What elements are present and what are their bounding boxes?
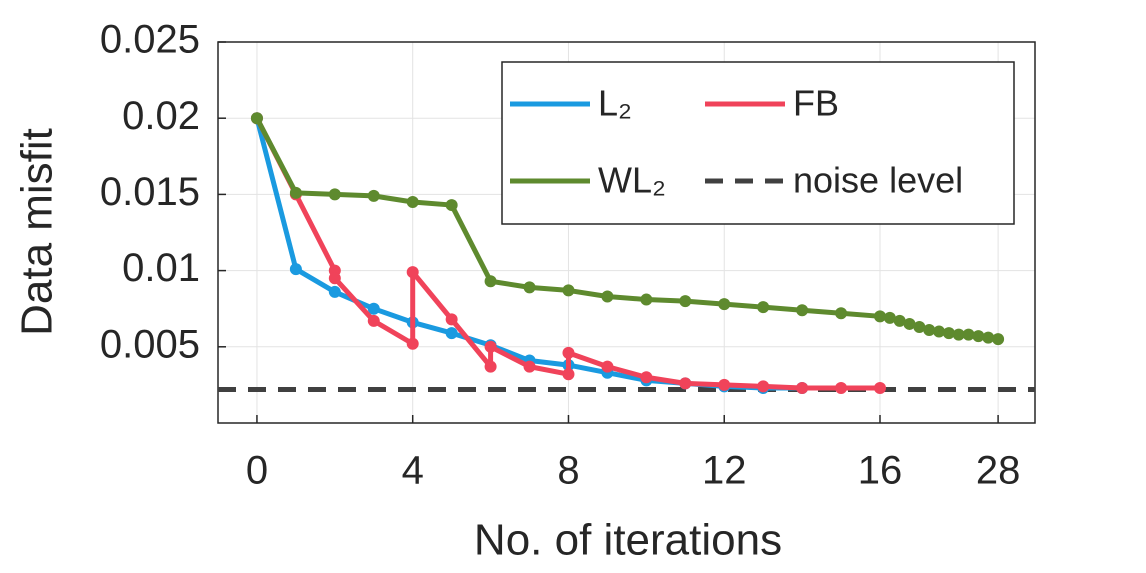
data-point (679, 295, 692, 308)
y-tick-label: 0.02 (122, 94, 200, 138)
data-point (874, 381, 886, 394)
data-point (874, 310, 886, 323)
data-point (562, 346, 575, 359)
data-point (367, 189, 380, 202)
data-point (523, 360, 536, 373)
data-point (562, 284, 575, 297)
data-point (640, 371, 653, 384)
x-tick-label: 16 (858, 449, 903, 493)
data-point (406, 337, 419, 350)
data-point (952, 328, 965, 341)
data-point (367, 314, 380, 327)
legend-label: FB (793, 83, 839, 124)
data-point (367, 302, 380, 315)
data-point (328, 285, 341, 298)
data-point (328, 272, 341, 285)
x-tick-label: 4 (402, 449, 424, 493)
x-tick-label: 8 (557, 449, 579, 493)
data-point (942, 327, 955, 340)
legend-label: noise level (793, 160, 963, 201)
data-point (328, 188, 341, 201)
data-point (903, 317, 916, 330)
data-point (601, 360, 614, 373)
data-point (982, 331, 995, 344)
x-tick-label: 28 (976, 449, 1021, 493)
data-point (523, 281, 536, 294)
data-point (250, 112, 263, 125)
legend: L₂ FB WL₂ noise level (501, 61, 1015, 225)
y-tick-label: 0.005 (100, 322, 200, 366)
data-point (923, 324, 936, 337)
data-point (484, 360, 497, 373)
data-point (289, 263, 302, 276)
plot-frame (217, 41, 1036, 424)
legend-box (501, 61, 1015, 225)
data-point (992, 333, 1005, 346)
data-point (962, 328, 975, 341)
y-tick-label: 0.01 (122, 246, 200, 290)
legend-label: L₂ (598, 83, 632, 124)
y-tick-label: 0.015 (100, 170, 200, 214)
data-point (445, 327, 458, 340)
data-point (679, 377, 692, 390)
legend-label: WL₂ (598, 160, 666, 201)
data-point (601, 290, 614, 303)
x-tick-label: 12 (702, 449, 747, 493)
data-point (562, 368, 575, 381)
data-point (796, 381, 809, 394)
data-point (445, 313, 458, 326)
data-point (835, 381, 848, 394)
data-point (484, 340, 497, 353)
data-point (883, 311, 896, 324)
x-tick-label: 0 (246, 449, 268, 493)
data-point (893, 314, 906, 327)
data-point (640, 293, 653, 306)
data-point (933, 325, 946, 338)
data-point (757, 301, 770, 314)
y-axis-label: Data misfit (13, 128, 62, 336)
data-point (484, 275, 497, 288)
data-point (406, 266, 419, 279)
data-point (406, 196, 419, 209)
x-axis-label: No. of iterations (474, 516, 782, 565)
data-point (972, 330, 985, 343)
data-point (289, 186, 302, 199)
data-point (913, 320, 926, 333)
data-point (835, 307, 848, 320)
data-point (796, 304, 809, 317)
data-point (718, 378, 731, 391)
y-tick-label: 0.025 (100, 18, 200, 62)
data-point (445, 199, 458, 212)
data-point (757, 380, 770, 393)
data-point (718, 298, 731, 311)
